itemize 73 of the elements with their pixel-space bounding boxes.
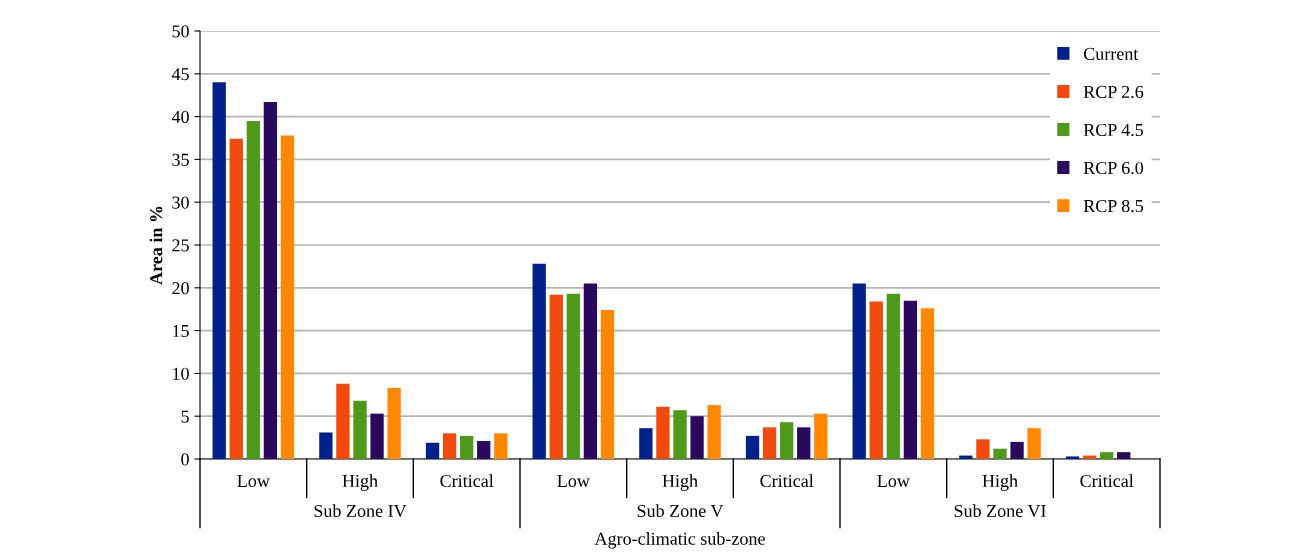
x-tick-label: High [662,474,698,491]
bar [353,400,367,459]
x-tick-label: Critical [440,474,494,488]
bar [656,406,670,459]
bar [263,102,278,459]
bar [280,135,295,459]
legend-label: Current [1083,47,1139,60]
bar [212,82,226,459]
x-axis-title: Agro-climatic sub-zone [594,532,765,549]
x-tick-label: High [982,474,1018,491]
y-tick-label: 20 [172,282,189,295]
bar [745,435,760,459]
bar [673,410,687,459]
y-tick-label: 30 [172,196,189,209]
bar [814,413,828,459]
y-tick-label: 0 [181,453,189,466]
bar [425,442,440,459]
legend-label: RCP 6.0 [1083,161,1144,175]
bar [600,310,615,459]
bar [707,405,721,459]
bar [690,416,704,459]
y-tick-label: 10 [173,367,189,380]
bar [229,138,243,459]
bar [976,439,990,459]
x-tick-label: High [342,474,378,491]
y-tick-label: 35 [172,153,189,166]
y-tick-label: 50 [172,25,189,38]
bar [639,428,653,459]
bar [583,283,598,459]
text: Sub Zone IV [314,504,407,518]
x-tick-label: Low [557,475,590,488]
y-tick-label: 15 [173,324,189,338]
y-tick-label: 40 [171,110,189,124]
bar [370,413,384,459]
bar [780,422,794,459]
legend-label: RCP 4.5 [1083,123,1144,137]
y-tick-label: 25 [172,239,189,252]
text: Sub Zone V [637,504,724,518]
bar [549,294,563,459]
x-tick-label: Low [237,475,270,488]
legend-label: RCP 8.5 [1083,199,1144,213]
bar [1100,452,1114,459]
x-tick-label: Critical [1080,474,1134,488]
y-axis-title: Area in % [149,206,163,285]
bar [319,432,333,459]
bar [387,387,401,459]
x-tick-label: Low [877,475,910,488]
bar [903,300,918,459]
bar [566,293,580,459]
bar [852,283,866,459]
bar [993,448,1007,459]
bar [532,263,546,459]
bar [762,427,777,459]
bar [1010,441,1024,459]
legend-label: RCP 2.6 [1083,85,1144,99]
bar [442,433,457,459]
bar [1027,428,1041,459]
bar [336,383,350,459]
x-tick-label: Critical [760,474,814,488]
bar [246,120,260,459]
bar [886,293,900,459]
bar [959,455,973,459]
y-tick-label: 45 [171,68,189,81]
bar [797,427,811,459]
text: Sub Zone VI [954,504,1046,518]
bar [1117,452,1131,459]
bar [494,433,508,459]
bar [920,308,935,459]
bar [477,441,491,459]
y-tick-label: 5 [181,410,189,423]
bar [869,301,883,459]
bar [460,435,474,459]
bar [1065,456,1080,459]
